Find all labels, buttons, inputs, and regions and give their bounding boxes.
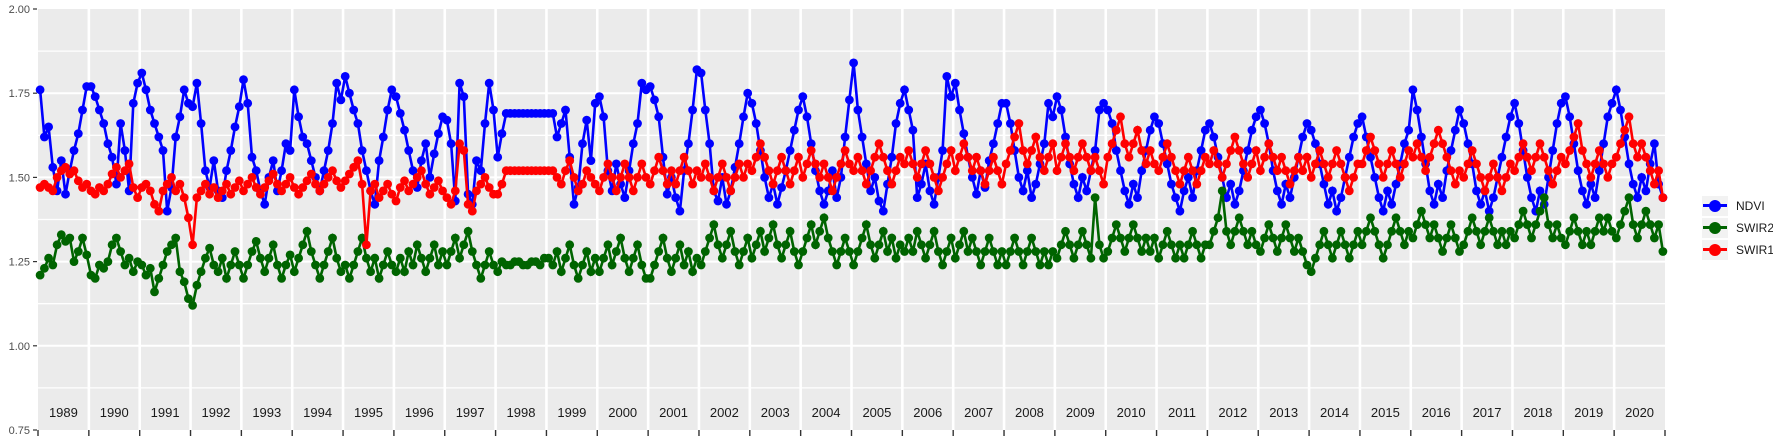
x-year-labels: 1989 1990 1991 1992 1993 1994 1995 1996 1997 1998… <box>49 405 1654 420</box>
year-label: 2014 <box>1320 405 1349 420</box>
swir1-point-icon <box>1709 244 1721 256</box>
year-label: 2009 <box>1066 405 1095 420</box>
legend-item-swir2: SWIR2 <box>1702 217 1773 239</box>
y-tick-label: 1.25 <box>9 257 30 269</box>
year-label: 1999 <box>557 405 586 420</box>
year-label: 1995 <box>354 405 383 420</box>
year-label: 2003 <box>761 405 790 420</box>
year-label: 2017 <box>1473 405 1502 420</box>
year-label: 2019 <box>1574 405 1603 420</box>
year-label: 2013 <box>1269 405 1298 420</box>
y-tick-label: 0.75 <box>9 425 30 437</box>
legend-label-swir1: SWIR1 <box>1736 243 1773 257</box>
year-label: 1996 <box>405 405 434 420</box>
y-tick-label: 1.50 <box>9 172 30 184</box>
year-label: 2012 <box>1218 405 1247 420</box>
year-label: 1991 <box>151 405 180 420</box>
swir2-point-icon <box>1709 222 1721 234</box>
year-label: 2006 <box>913 405 942 420</box>
y-tick-label: 2.00 <box>9 4 30 16</box>
year-label: 1994 <box>303 405 332 420</box>
year-label: 1998 <box>507 405 536 420</box>
year-label: 1997 <box>456 405 485 420</box>
year-label: 2010 <box>1117 405 1146 420</box>
legend-item-ndvi: NDVI <box>1702 195 1773 217</box>
year-label: 2000 <box>608 405 637 420</box>
legend-item-swir1: SWIR1 <box>1702 239 1773 261</box>
year-label: 1989 <box>49 405 78 420</box>
year-label: 1993 <box>252 405 281 420</box>
year-label: 2016 <box>1422 405 1451 420</box>
legend-label-swir2: SWIR2 <box>1736 221 1773 235</box>
year-label: 2007 <box>964 405 993 420</box>
year-label: 2018 <box>1523 405 1552 420</box>
year-label: 2015 <box>1371 405 1400 420</box>
year-label: 2004 <box>812 405 841 420</box>
year-label: 2001 <box>659 405 688 420</box>
x-gridlines <box>87 9 1616 430</box>
year-label: 2011 <box>1168 405 1196 420</box>
series-swir2-points <box>35 186 1668 310</box>
x-axis-ticks <box>37 430 1666 436</box>
legend-label-ndvi: NDVI <box>1736 199 1765 213</box>
series-swir1-points <box>35 112 1668 250</box>
year-label: 2005 <box>862 405 891 420</box>
legend-key-swir1 <box>1702 240 1728 260</box>
legend-key-ndvi <box>1702 196 1728 216</box>
year-label: 2002 <box>710 405 739 420</box>
y-tick-label: 1.75 <box>9 88 30 100</box>
y-axis: 2.00 1.75 1.50 1.25 1.00 0.75 <box>9 4 37 437</box>
year-label: 1990 <box>100 405 129 420</box>
y-tick-label: 1.00 <box>9 341 30 353</box>
legend: NDVI SWIR2 SWIR1 <box>1702 195 1773 261</box>
year-label: 1992 <box>201 405 230 420</box>
legend-key-swir2 <box>1702 218 1728 238</box>
ndvi-point-icon <box>1709 200 1721 212</box>
year-label: 2008 <box>1015 405 1044 420</box>
year-label: 2020 <box>1625 405 1654 420</box>
